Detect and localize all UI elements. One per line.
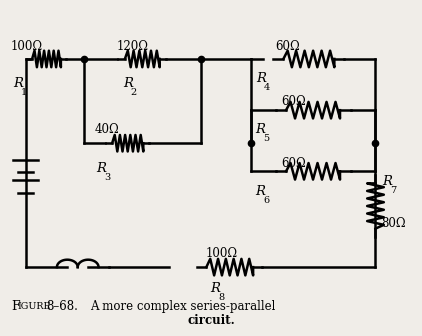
Text: 5: 5 [263, 134, 270, 143]
Text: 120Ω: 120Ω [116, 40, 149, 53]
Text: R: R [210, 282, 220, 295]
Text: 60Ω: 60Ω [281, 95, 306, 109]
Text: R: R [123, 77, 133, 90]
Text: 80Ω: 80Ω [382, 217, 406, 230]
Text: R: R [382, 175, 392, 188]
Text: R: R [256, 184, 265, 198]
Text: 2: 2 [131, 88, 137, 97]
Text: 60Ω: 60Ω [281, 157, 306, 170]
Text: 100Ω: 100Ω [10, 40, 42, 53]
Text: R: R [256, 72, 266, 85]
Text: 6: 6 [263, 196, 270, 205]
Text: F: F [11, 300, 20, 312]
Text: 8: 8 [218, 293, 224, 302]
Text: 3: 3 [104, 173, 110, 182]
Text: 8–68.: 8–68. [46, 300, 78, 312]
Text: R: R [96, 163, 106, 175]
Text: A more complex series-parallel: A more complex series-parallel [90, 300, 276, 312]
Text: 60Ω: 60Ω [276, 40, 300, 53]
Text: 100Ω: 100Ω [206, 247, 238, 260]
Text: IGURE: IGURE [17, 302, 51, 310]
Text: circuit.: circuit. [187, 313, 235, 327]
Text: 1: 1 [21, 88, 27, 97]
Text: R: R [13, 77, 23, 90]
Text: 7: 7 [390, 185, 396, 195]
Text: 4: 4 [264, 83, 270, 92]
Text: R: R [256, 124, 265, 136]
Text: 40Ω: 40Ω [95, 124, 119, 136]
